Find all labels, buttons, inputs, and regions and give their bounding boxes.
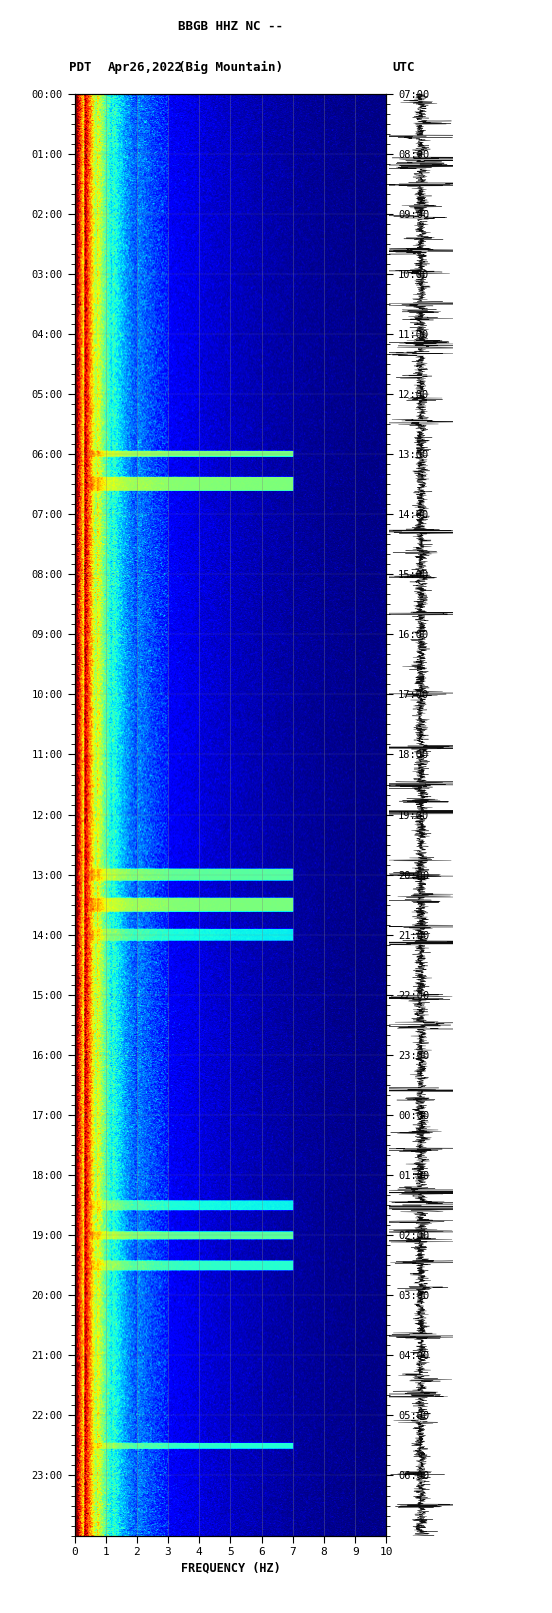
Text: Apr26,2022: Apr26,2022 [108, 61, 183, 74]
Text: UTC: UTC [392, 61, 415, 74]
Text: ≈USGS: ≈USGS [11, 29, 71, 44]
Text: PDT: PDT [69, 61, 92, 74]
X-axis label: FREQUENCY (HZ): FREQUENCY (HZ) [181, 1561, 280, 1574]
Text: (Big Mountain): (Big Mountain) [178, 61, 283, 74]
Text: BBGB HHZ NC --: BBGB HHZ NC -- [178, 19, 283, 32]
